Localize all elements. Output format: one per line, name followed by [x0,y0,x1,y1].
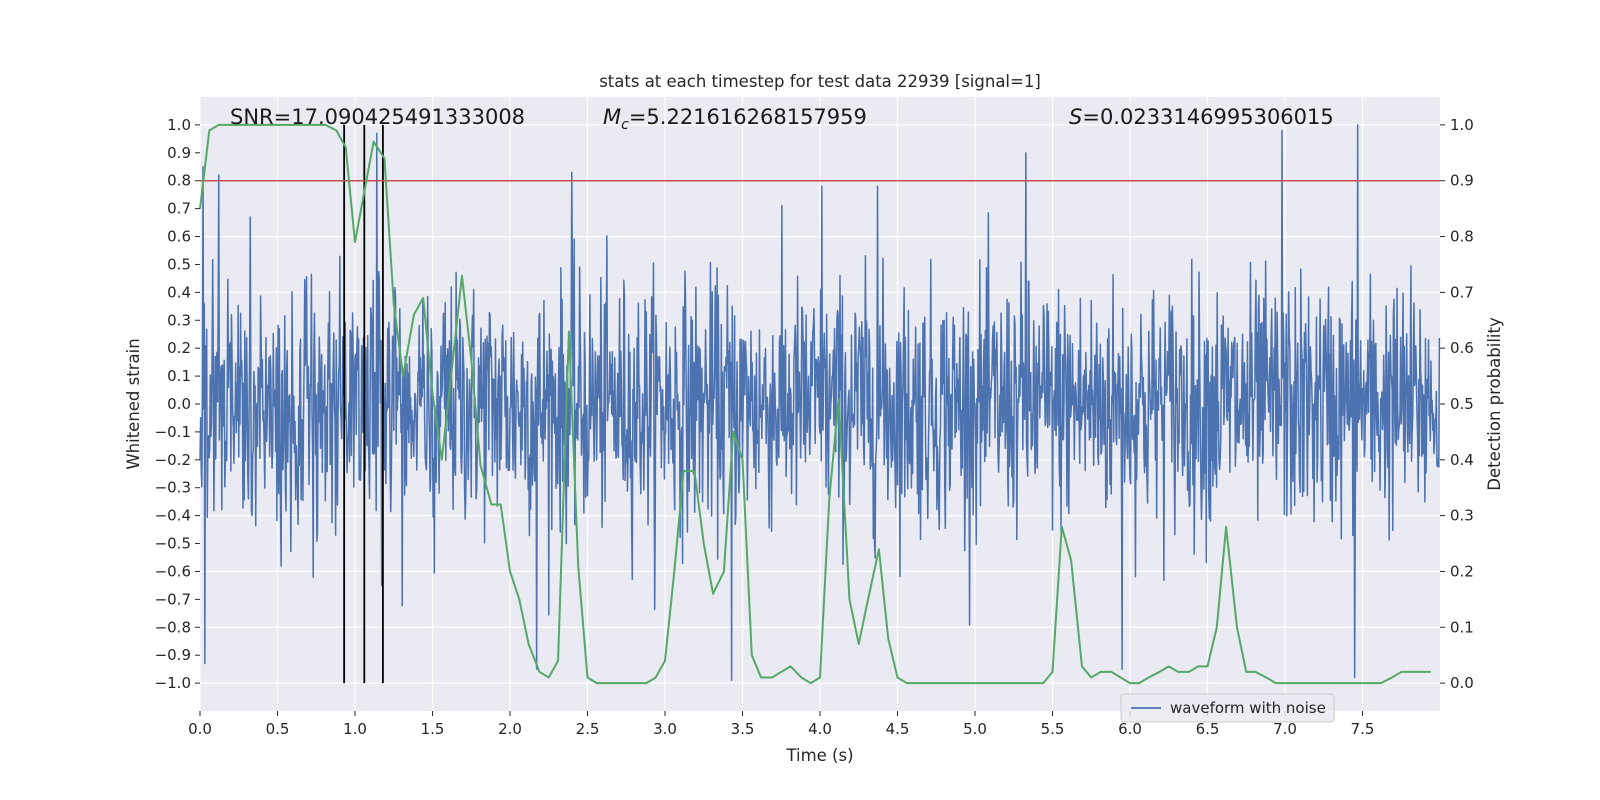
legend: waveform with noise [1120,693,1335,723]
y-tick-label: 0.3 [167,311,191,329]
legend-label-waveform: waveform with noise [1170,699,1326,717]
x-tick-label: 6.0 [1118,720,1142,738]
chirp-mass-value: =5.221616268157959 [629,105,867,129]
chirp-mass-annotation: Mc=5.221616268157959 [603,105,867,133]
y2-tick-label: 0.3 [1450,507,1474,525]
y2-tick-label: 0.9 [1450,172,1474,190]
y-tick-label: 0.5 [167,255,191,273]
waveform-line [199,124,1441,682]
x-tick-label: 7.5 [1351,720,1375,738]
y-tick-label: −0.5 [155,535,191,553]
snr-annotation: SNR=17.090425491333008 [230,105,525,129]
waveform-with-noise [199,124,1441,682]
chirp-mass-subscript: c [621,117,629,133]
x-tick-label: 6.5 [1196,720,1220,738]
x-tick-label: 2.0 [498,720,522,738]
probability-line [199,123,1431,685]
x-tick-label: 0.5 [266,720,290,738]
x-axis-label: Time (s) [785,746,853,765]
event-markers [343,124,384,684]
chart-title: stats at each timestep for test data 229… [599,72,1041,91]
x-tick-label: 0.0 [188,720,212,738]
y-tick-label: 0.9 [167,144,191,162]
y2-axis-label: Detection probability [1485,317,1504,491]
x-tick-label: 5.5 [1041,720,1065,738]
x-tick-label: 2.5 [576,720,600,738]
y-tick-label: −0.4 [155,507,191,525]
y2-tick-label: 0.7 [1450,283,1474,301]
y-tick-label: 0.2 [167,339,191,357]
y2-tick-label: 1.0 [1450,116,1474,134]
y-tick-label: −0.7 [155,590,191,608]
y2-tick-label: 0.8 [1450,228,1474,246]
x-tick-label: 4.5 [886,720,910,738]
x-tick-label: 3.0 [653,720,677,738]
x-tick-label: 5.0 [963,720,987,738]
y-axis-label: Whitened strain [124,338,143,469]
ticks: 0.0 0.5 1.0 1.5 2.0 2.5 3.0 3.5 4.0 4.5 5.0 5.5 6.0 6… [155,116,1474,738]
y2-tick-label: 0.0 [1450,674,1474,692]
y2-tick-label: 0.6 [1450,339,1474,357]
chirp-mass-symbol: M [603,105,621,129]
y-tick-label: −0.3 [155,479,191,497]
y2-tick-label: 0.5 [1450,395,1474,413]
s-symbol: S [1069,105,1082,129]
y-tick-label: −0.2 [155,451,191,469]
y-tick-label: 0.7 [167,200,191,218]
y2-tick-label: 0.2 [1450,562,1474,580]
x-tick-label: 3.5 [731,720,755,738]
x-tick-label: 1.0 [343,720,367,738]
x-tick-label: 7.0 [1273,720,1297,738]
y-tick-label: 0.0 [167,395,191,413]
s-value: =0.0233146995306015 [1082,105,1333,129]
y-tick-label: −0.9 [155,646,191,664]
y-tick-label: 0.8 [167,172,191,190]
s-annotation: S=0.0233146995306015 [1069,105,1334,129]
y-tick-label: −1.0 [155,674,191,692]
detection-probability [199,123,1440,685]
y-tick-label: 0.6 [167,228,191,246]
y-tick-label: 1.0 [167,116,191,134]
y-tick-label: −0.8 [155,618,191,636]
y-tick-label: −0.1 [155,423,191,441]
y2-tick-label: 0.4 [1450,451,1474,469]
y-tick-label: 0.4 [167,283,191,301]
legend-box [1120,693,1335,723]
x-tick-label: 1.5 [421,720,445,738]
x-tick-label: 4.0 [808,720,832,738]
y-tick-label: −0.6 [155,562,191,580]
y-tick-label: 0.1 [167,367,191,385]
y2-tick-label: 0.1 [1450,618,1474,636]
